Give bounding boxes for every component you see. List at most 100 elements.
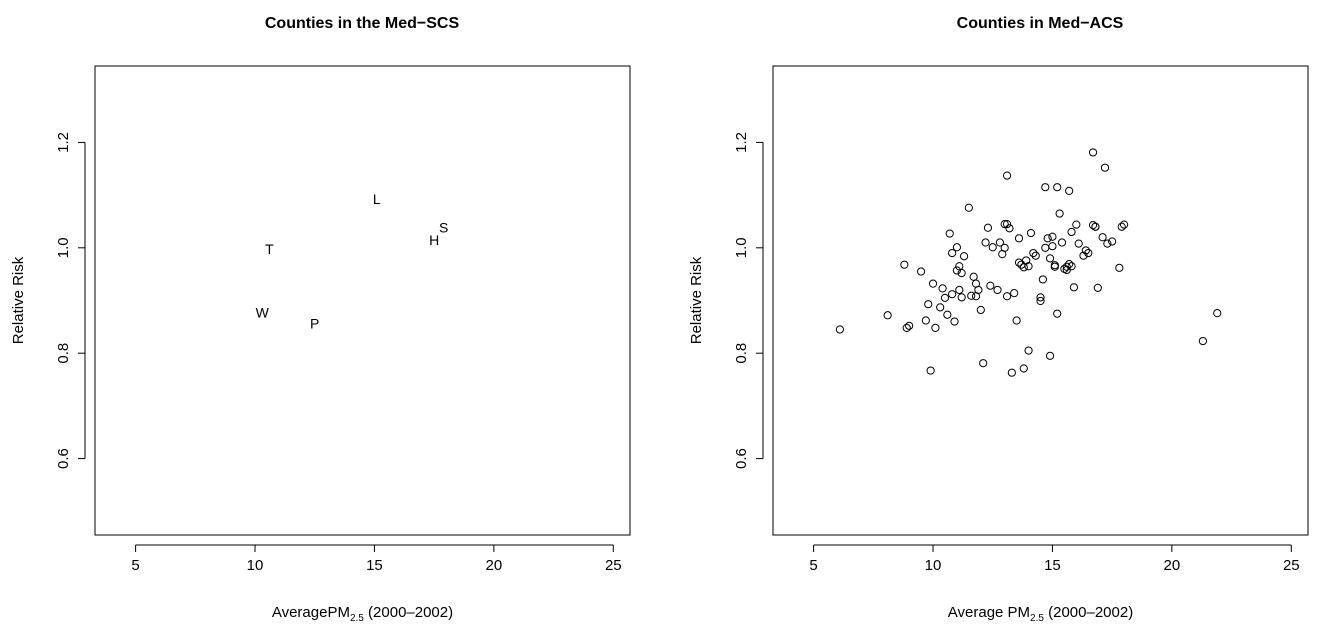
x-tick-label: 25	[605, 557, 622, 574]
data-point	[1022, 256, 1031, 265]
chart-title: Counties in Med−ACS	[957, 15, 1124, 32]
data-point	[1010, 289, 1019, 298]
x-axis-label-subscript: 2.5	[350, 613, 364, 624]
data-point	[1050, 261, 1059, 270]
data-point	[1067, 262, 1076, 271]
y-axis-label: Relative Risk	[688, 256, 705, 344]
data-point	[928, 279, 938, 288]
data-point	[1036, 293, 1045, 302]
data-point	[1065, 260, 1074, 269]
y-tick-label: 1.2	[733, 132, 750, 153]
data-point-label: L	[373, 191, 381, 207]
data-point	[931, 323, 940, 333]
x-tick-label: 5	[809, 557, 817, 574]
data-point	[1053, 309, 1062, 318]
y-tick-label: 1.2	[55, 132, 72, 153]
data-point	[1014, 234, 1024, 243]
data-point-label: T	[265, 241, 274, 257]
data-point	[1088, 148, 1098, 157]
data-point	[1117, 222, 1126, 231]
data-point	[1119, 220, 1129, 229]
data-point	[1024, 262, 1033, 271]
data-point	[1048, 242, 1057, 251]
x-tick-label: 25	[1283, 557, 1300, 574]
data-point	[1079, 251, 1088, 260]
y-tick-label: 0.6	[55, 448, 72, 469]
data-point	[1100, 163, 1110, 172]
data-point	[1007, 368, 1016, 377]
data-point	[967, 291, 976, 300]
data-point	[1014, 258, 1024, 267]
data-point-label: S	[439, 219, 448, 235]
data-point	[952, 266, 962, 275]
data-point	[1084, 248, 1093, 258]
data-point	[1002, 292, 1012, 301]
data-point	[993, 285, 1002, 295]
data-point	[1048, 232, 1057, 241]
data-point	[1198, 336, 1208, 346]
data-point	[959, 252, 969, 261]
plot-frame	[772, 65, 1309, 536]
data-point	[924, 300, 933, 309]
data-point	[952, 243, 962, 252]
data-point	[1038, 275, 1047, 284]
data-point	[1005, 224, 1014, 233]
data-point	[1002, 171, 1012, 180]
x-tick-label: 10	[247, 557, 264, 574]
data-point	[943, 310, 952, 319]
y-tick-label: 1.0	[733, 237, 750, 258]
data-point	[1057, 238, 1067, 247]
data-point	[1108, 237, 1117, 246]
x-tick-label: 5	[131, 557, 139, 574]
data-point	[1213, 309, 1222, 318]
data-point	[986, 281, 995, 290]
data-point	[957, 268, 966, 278]
data-point	[1000, 243, 1009, 252]
data-point	[1029, 248, 1038, 258]
x-tick-label: 15	[1044, 557, 1061, 574]
data-point	[1026, 228, 1036, 238]
data-point	[900, 260, 909, 269]
data-point	[1036, 296, 1045, 306]
x-axis-label: AveragePM2.5 (2000–2002)	[272, 604, 453, 624]
data-point	[1067, 227, 1076, 237]
data-point-label: P	[310, 316, 319, 332]
x-axis-label-main: Average PM	[948, 604, 1030, 621]
y-tick-label: 0.8	[733, 343, 750, 364]
data-point	[1050, 262, 1059, 271]
data-point	[948, 248, 957, 258]
data-point	[926, 366, 935, 375]
data-point	[981, 238, 990, 247]
data-point	[938, 284, 947, 293]
data-point	[1074, 239, 1083, 248]
x-tick-label: 10	[925, 557, 942, 574]
x-axis-label-tail: (2000–2002)	[364, 604, 453, 621]
data-point	[1041, 243, 1050, 252]
data-point	[1012, 316, 1021, 325]
data-point	[1065, 186, 1074, 195]
y-tick-label: 0.6	[733, 448, 750, 469]
y-axis-label: Relative Risk	[10, 256, 27, 344]
x-tick-label: 20	[486, 557, 503, 574]
data-point	[1098, 233, 1107, 242]
data-point	[983, 223, 993, 232]
panel-2: Counties in Med−ACS 5 10 15 20 25 0.6 0.8 1.0 1.2…	[688, 15, 1309, 624]
data-point	[1055, 209, 1064, 218]
data-point	[1062, 262, 1071, 271]
panel-1: Counties in the Med−SCS 5 10 15 20 25 0.6 0.8 1.…	[10, 15, 631, 624]
data-point	[883, 311, 892, 320]
data-point	[1045, 351, 1055, 360]
data-point-label: W	[256, 305, 270, 321]
data-point-label: H	[429, 232, 439, 248]
data-point	[948, 290, 957, 299]
data-point	[964, 203, 973, 212]
data-point	[976, 305, 985, 315]
data-point	[1043, 234, 1052, 243]
y-tick-label: 1.0	[55, 237, 72, 258]
x-axis-label: Average PM2.5 (2000–2002)	[948, 604, 1133, 624]
data-point	[979, 359, 988, 368]
plot-frame	[94, 65, 631, 536]
data-point	[1093, 283, 1102, 292]
data-point	[995, 238, 1004, 247]
data-point	[940, 293, 950, 302]
